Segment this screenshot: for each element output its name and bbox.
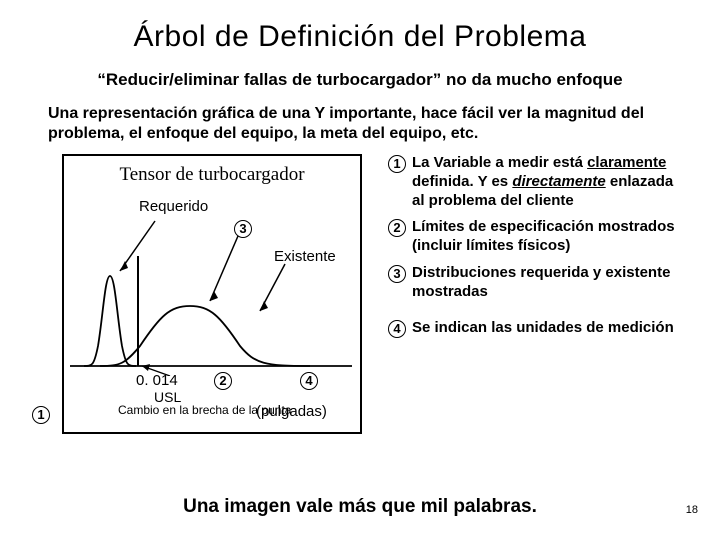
marker-2-icon: 2: [388, 219, 406, 237]
conclusion-text: Una imagen vale más que mil palabras.: [0, 496, 720, 518]
slide-title: Árbol de Definición del Problema: [0, 0, 720, 54]
note-4-text: Se indican las unidades de medición: [412, 319, 688, 338]
marker-1-icon: 1: [388, 155, 406, 173]
note-3-text: Distribuciones requerida y existente mos…: [412, 264, 688, 302]
note-1-text: La Variable a medir está claramente defi…: [412, 154, 688, 210]
chart-box: Tensor de turbocargador Requerido 3: [62, 154, 362, 434]
marker-4-icon: 4: [388, 320, 406, 338]
usl-value: 0. 014: [136, 372, 178, 389]
notes-list: 1 La Variable a medir está claramente de…: [388, 154, 688, 346]
existing-label: Existente: [274, 248, 336, 265]
slide-subtitle: “Reducir/eliminar fallas de turbocargado…: [0, 70, 720, 90]
note-2: 2 Límites de especificación mostrados (i…: [388, 218, 688, 256]
marker-4-chart: 4: [300, 372, 318, 390]
required-label: Requerido: [139, 198, 208, 215]
marker-3-chart: 3: [234, 220, 252, 238]
marker-3-icon: 3: [388, 265, 406, 283]
chart-title: Tensor de turbocargador: [64, 164, 360, 186]
units-label: (pulgadas): [256, 403, 327, 420]
note-4: 4 Se indican las unidades de medición: [388, 319, 688, 338]
intro-text: Una representación gráfica de una Y impo…: [48, 104, 672, 144]
marker-1-outer: 1: [32, 406, 50, 424]
page-number: 18: [686, 504, 698, 516]
marker-2-chart: 2: [214, 372, 232, 390]
note-1: 1 La Variable a medir está claramente de…: [388, 154, 688, 210]
distribution-chart: [70, 216, 356, 376]
note-3: 3 Distribuciones requerida y existente m…: [388, 264, 688, 302]
note-2-text: Límites de especificación mostrados (inc…: [412, 218, 688, 256]
content-area: 1 Tensor de turbocargador Requerido: [0, 154, 720, 474]
